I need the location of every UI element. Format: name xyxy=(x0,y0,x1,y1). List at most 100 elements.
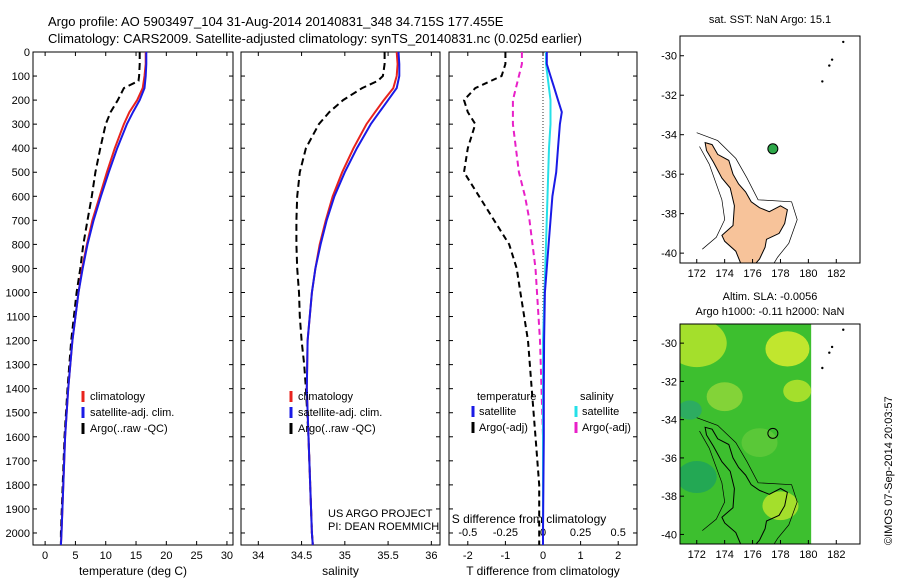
x-tick-label: 15 xyxy=(130,550,142,562)
y-tick-label: 1000 xyxy=(6,287,30,299)
x-axis-label: T difference from climatology xyxy=(466,564,620,578)
y-tick-label: 100 xyxy=(12,71,30,83)
islet xyxy=(821,366,824,370)
satellite-adj-line xyxy=(59,52,148,546)
islet xyxy=(828,64,831,67)
pi-annotation: PI: DEAN ROEMMICH xyxy=(328,521,439,533)
y-tick-label: 1500 xyxy=(6,408,30,420)
sla-map-title: Altim. SLA: -0.0056 xyxy=(723,291,818,303)
project-annotation: US ARGO PROJECT xyxy=(328,508,433,520)
map-y-tick-label: -34 xyxy=(661,130,677,142)
map-y-tick-label: -40 xyxy=(661,529,677,541)
map-y-tick-label: -38 xyxy=(661,491,677,503)
sla-anomaly-blob xyxy=(762,491,799,521)
y-tick-label: 1400 xyxy=(6,384,30,396)
argo-profile-line xyxy=(59,52,141,545)
shelf-contour xyxy=(696,417,798,544)
map-y-tick-label: -38 xyxy=(661,209,677,221)
map-x-tick-label: 176 xyxy=(743,268,761,280)
shelf-contour-west xyxy=(699,146,726,250)
map-x-tick-label: 182 xyxy=(827,549,845,561)
legend-label: climatology xyxy=(298,391,354,403)
islet xyxy=(830,345,834,349)
sst-map-title: sat. SST: NaN Argo: 15.1 xyxy=(709,14,831,26)
sal-diff-argo-line xyxy=(511,52,544,545)
map-y-tick-label: -30 xyxy=(661,338,677,350)
salinity-diff-tick-label: -0.5 xyxy=(458,527,477,539)
x-tick-label: 34 xyxy=(252,550,264,562)
legend-label: satellite xyxy=(479,406,516,418)
salinity-diff-tick-label: 0.25 xyxy=(570,527,591,539)
temp-diff-argo-line xyxy=(462,52,541,545)
map-x-tick-label: 176 xyxy=(743,549,761,561)
legend-label: climatology xyxy=(90,391,146,403)
north-island-coast xyxy=(704,141,788,263)
map-x-tick-label: 178 xyxy=(771,268,789,280)
sla-anomaly-blob xyxy=(706,382,743,412)
y-tick-label: 2000 xyxy=(6,528,30,540)
y-tick-label: 500 xyxy=(12,167,30,179)
map-frame xyxy=(679,323,861,545)
x-tick-label: 1 xyxy=(578,550,584,562)
north-island-coast xyxy=(704,426,788,544)
profile-title: Argo profile: AO 5903497_104 31-Aug-2014… xyxy=(48,14,504,29)
islet xyxy=(821,80,824,83)
map-y-tick-label: -30 xyxy=(661,51,677,63)
map-x-tick-label: 180 xyxy=(799,549,817,561)
map-x-tick-label: 174 xyxy=(715,268,733,280)
sla-anomaly-blob xyxy=(765,331,810,367)
map-x-tick-label: 174 xyxy=(715,549,733,561)
islet xyxy=(830,58,834,61)
sla-anomaly-blob xyxy=(680,400,702,420)
x-tick-label: 34.5 xyxy=(291,550,312,562)
map-y-tick-label: -36 xyxy=(661,169,677,181)
y-tick-label: 1900 xyxy=(6,504,30,516)
islet xyxy=(842,328,845,331)
x-tick-label: 0 xyxy=(42,550,48,562)
legend-label: Argo(-adj) xyxy=(479,422,528,434)
sla-anomaly-blob xyxy=(741,428,778,458)
islet xyxy=(842,40,845,44)
y-tick-label: 600 xyxy=(12,191,30,203)
map-y-tick-label: -32 xyxy=(661,90,677,102)
y-tick-label: 700 xyxy=(12,215,30,227)
climatology-line xyxy=(59,52,147,546)
x-tick-label: 10 xyxy=(100,550,112,562)
legend-label: Argo(..raw -QC) xyxy=(298,423,376,435)
salinity-diff-axis-label: S difference from climatology xyxy=(452,512,607,526)
legend-label: Argo(..raw -QC) xyxy=(90,423,168,435)
map-x-tick-label: 178 xyxy=(771,549,789,561)
x-tick-label: -2 xyxy=(463,550,473,562)
map-frame xyxy=(679,35,861,264)
x-tick-label: 35.5 xyxy=(377,550,398,562)
satellite-adj-line xyxy=(305,51,401,546)
x-tick-label: 20 xyxy=(160,550,172,562)
map-x-tick-label: 172 xyxy=(688,549,706,561)
map-y-tick-label: -36 xyxy=(661,453,677,465)
shelf-contour xyxy=(696,132,798,263)
sla-anomaly-blob xyxy=(680,461,717,494)
map-y-tick-label: -40 xyxy=(661,248,677,260)
salinity-diff-tick-label: -0.25 xyxy=(493,527,518,539)
x-tick-label: 36 xyxy=(425,550,437,562)
y-tick-label: 1200 xyxy=(6,336,30,348)
x-tick-label: 2 xyxy=(615,550,621,562)
y-tick-label: 400 xyxy=(12,143,30,155)
argo-float-marker xyxy=(767,143,779,155)
x-axis-label: temperature (deg C) xyxy=(79,564,187,578)
climatology-line xyxy=(305,51,399,546)
sst-map-area xyxy=(680,36,860,263)
map-x-tick-label: 182 xyxy=(827,268,845,280)
legend-label: satellite xyxy=(582,406,619,418)
sla-map-subtitle: Argo h1000: -0.11 h2000: NaN xyxy=(695,306,844,318)
climatology-subtitle: Climatology: CARS2009. Satellite-adjuste… xyxy=(48,31,583,46)
x-axis-label: salinity xyxy=(322,564,359,578)
y-tick-label: 0 xyxy=(24,47,30,59)
legend-label: Argo(-adj) xyxy=(582,422,631,434)
sla-map-area xyxy=(680,324,860,544)
y-tick-label: 1600 xyxy=(6,432,30,444)
x-tick-label: 25 xyxy=(191,550,203,562)
sla-anomaly-blob xyxy=(783,379,812,403)
x-tick-label: 35 xyxy=(339,550,351,562)
